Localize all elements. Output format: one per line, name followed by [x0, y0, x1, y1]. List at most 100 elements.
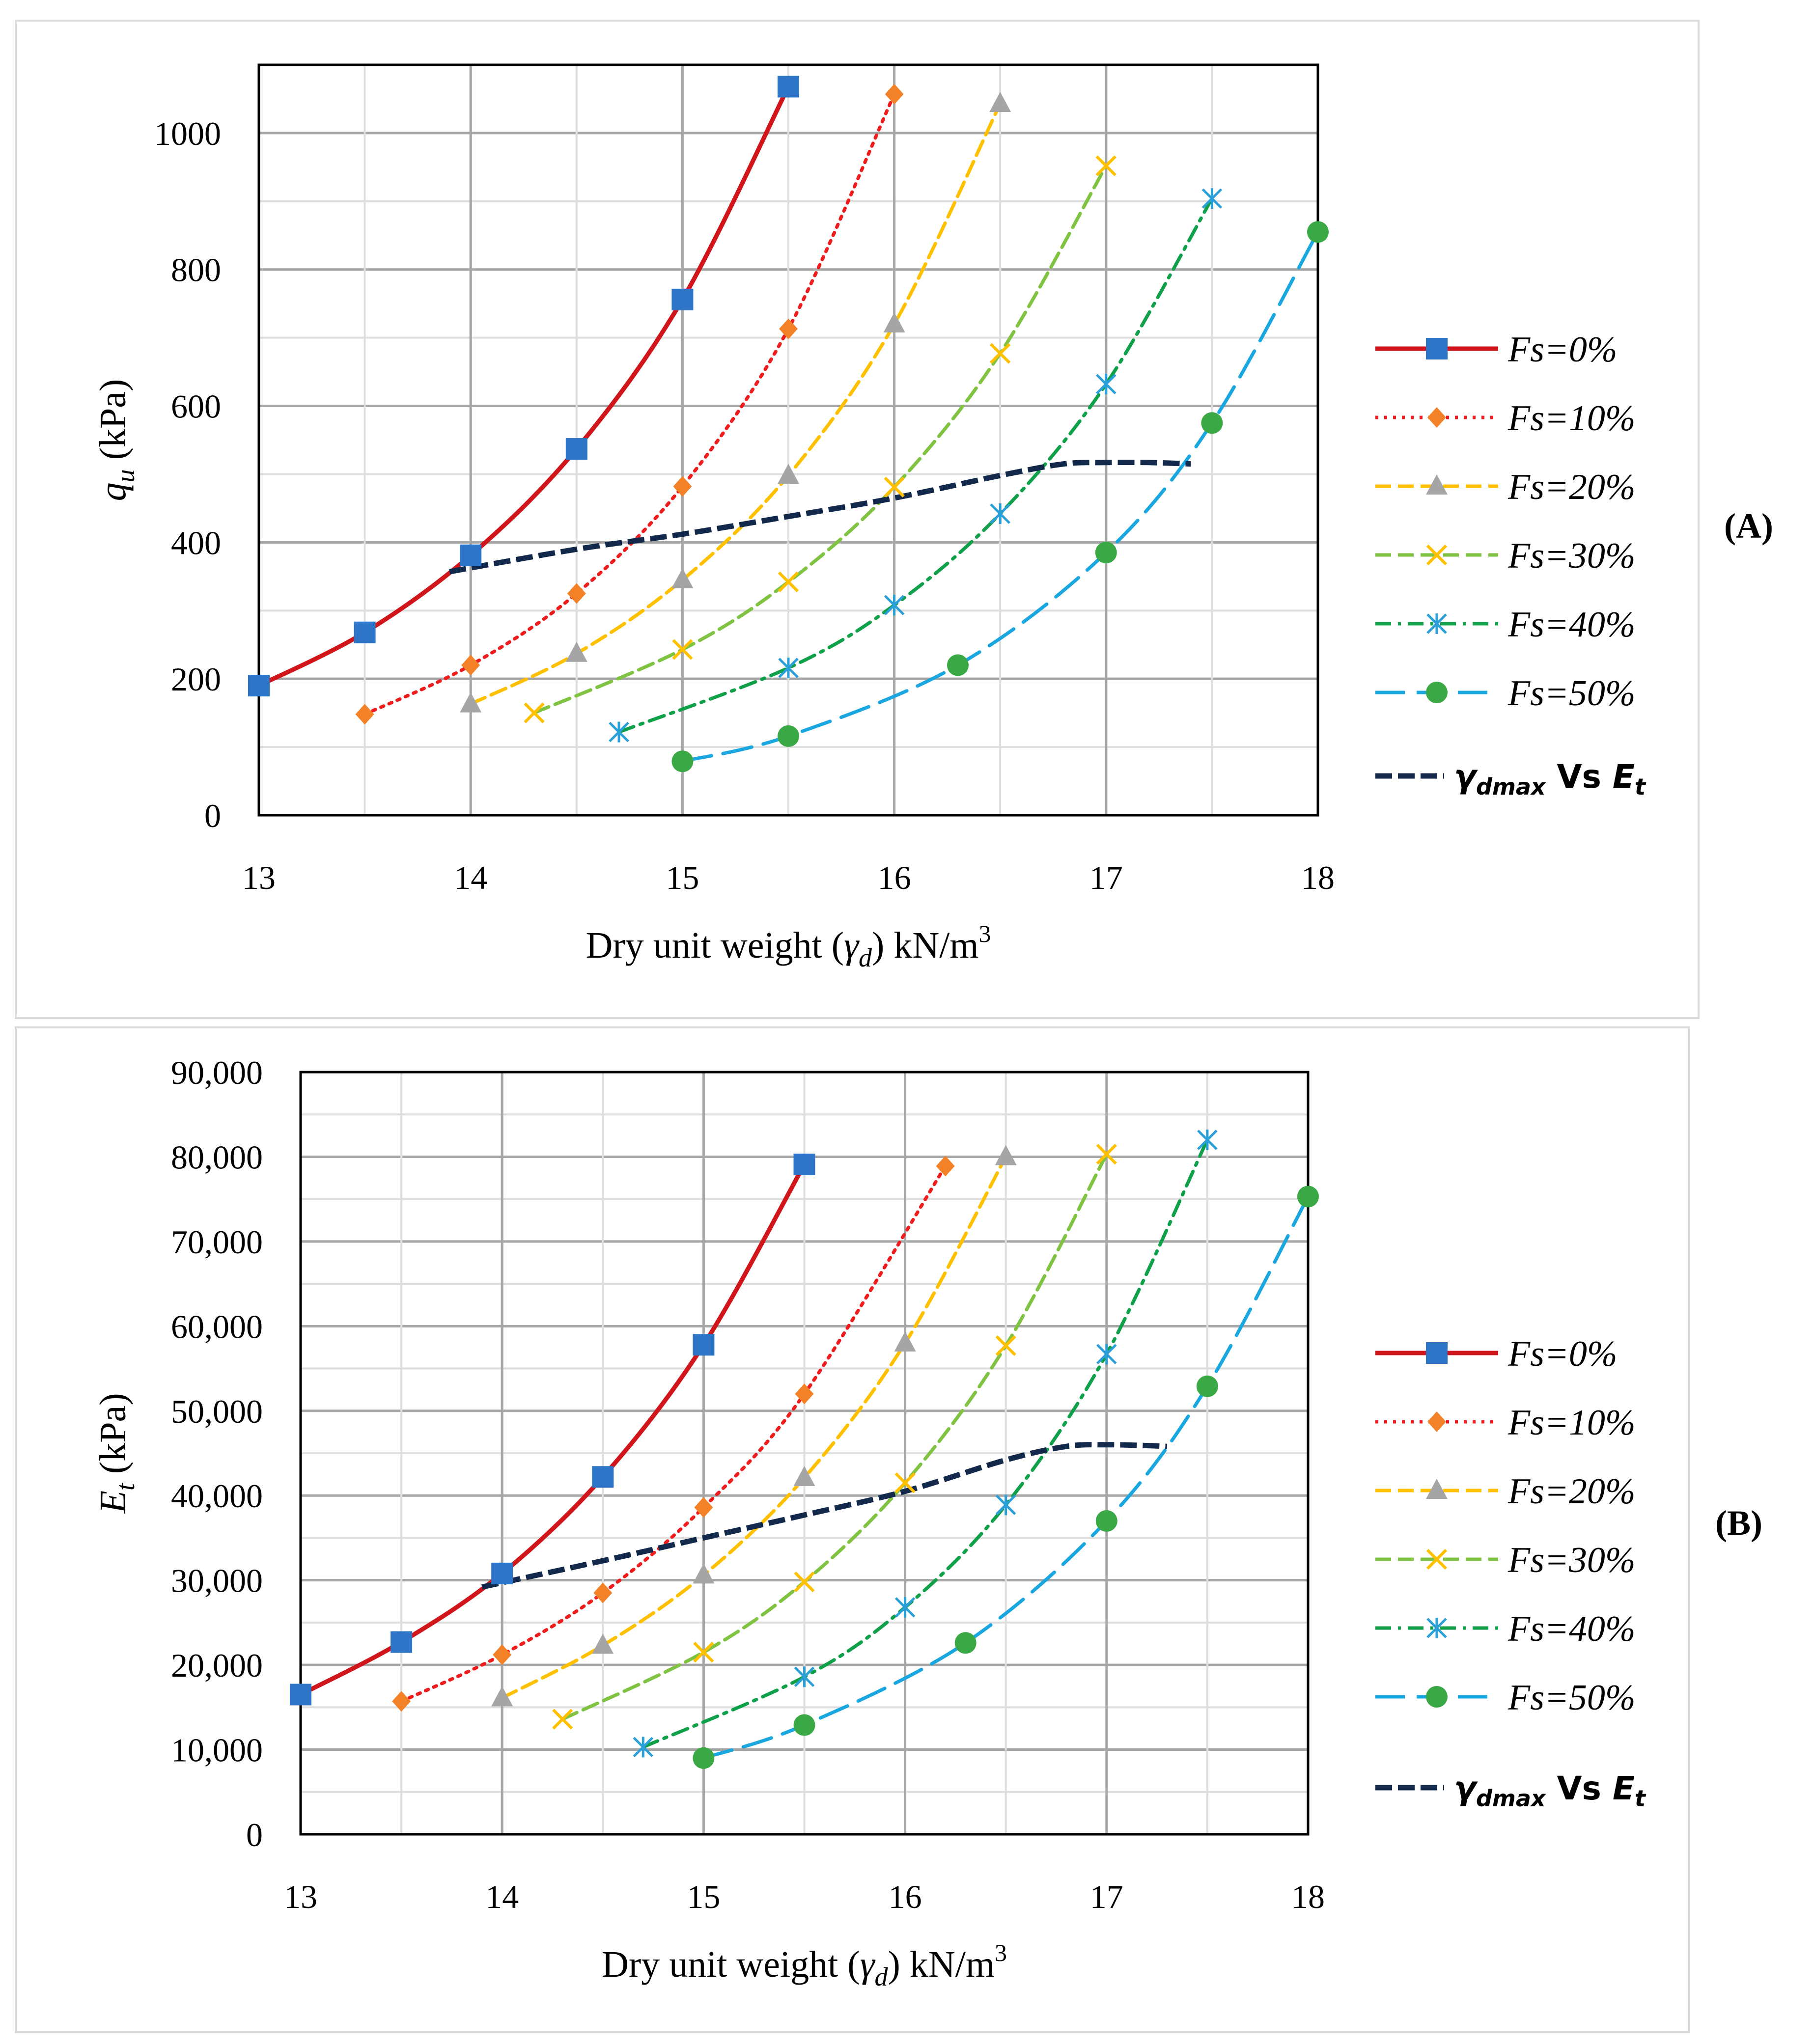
chart-a-trend-line	[449, 460, 1191, 575]
chart-a-point-fs0	[248, 675, 270, 697]
chart-b-y-tick-label: 10,000	[171, 1732, 263, 1769]
chart-a-point-fs50	[1095, 542, 1117, 564]
chart-b-x-tick-label: 13	[284, 1878, 317, 1915]
chart-a-point-fs50	[1201, 412, 1223, 434]
chart-b-point-fs10	[392, 1691, 411, 1712]
chart-b-legend-label-fs20: Fs=20%	[1507, 1471, 1636, 1512]
chart-a-point-fs20	[883, 312, 905, 332]
chart-b-point-fs40	[794, 1666, 815, 1687]
chart-b-y-tick-label: 20,000	[171, 1647, 263, 1684]
chart-a-point-fs20	[989, 92, 1011, 112]
chart-a-point-fs30	[524, 702, 545, 723]
chart-a-legend-marker-fs10	[1427, 407, 1446, 428]
chart-b-y-tick-label: 50,000	[171, 1393, 263, 1430]
chart-a-y-tick-label: 400	[171, 524, 221, 561]
chart-a-y-tick-label: 0	[204, 797, 221, 834]
chart-a-legend-marker-fs30	[1426, 544, 1448, 566]
chart-a-point-fs30	[672, 639, 693, 660]
chart-a-point-fs0	[671, 288, 694, 310]
chart-a-legend-label-fs30: Fs=30%	[1507, 536, 1636, 576]
chart-b-point-fs40	[633, 1737, 654, 1758]
chart-b-y-tick-label: 80,000	[171, 1138, 263, 1176]
chart-b-point-fs50	[1196, 1375, 1218, 1397]
chart-a-point-fs40	[778, 657, 799, 678]
chart-a-point-fs30	[778, 571, 799, 593]
chart-a-series-line-fs0	[256, 84, 791, 688]
chart-b-y-tick-label: 40,000	[171, 1477, 263, 1515]
chart-b-point-fs50	[693, 1747, 715, 1769]
chart-b-point-fs20	[592, 1633, 614, 1654]
chart-a-x-tick-label: 16	[878, 859, 911, 896]
chart-a-y-axis-title: qu (kPa)	[92, 379, 140, 501]
chart-b-point-fs40	[1197, 1129, 1218, 1150]
chart-a-series-line-fs30	[532, 164, 1108, 715]
chart-b-legend-label-fs10: Fs=10%	[1507, 1403, 1636, 1443]
chart-b-point-fs50	[793, 1714, 815, 1736]
chart-a-y-tick-label: 600	[171, 388, 221, 425]
chart-b-trend-line	[481, 1442, 1168, 1590]
chart-a-legend-marker-fs20	[1426, 474, 1448, 495]
chart-b-point-fs0	[290, 1684, 311, 1706]
chart-a-legend: Fs=0% Fs=10% Fs=20% Fs=30% Fs=40% Fs=50% γdmax…	[1375, 330, 1647, 800]
chart-b-y-tick-label: 30,000	[171, 1562, 263, 1600]
chart-b-point-fs20	[491, 1686, 513, 1707]
chart-a-x-tick-label: 17	[1089, 859, 1123, 896]
chart-b-x-tick-label: 15	[687, 1878, 720, 1915]
chart-b-series-line-fs0	[298, 1162, 807, 1697]
chart-a-legend-label-fs40: Fs=40%	[1507, 605, 1636, 645]
chart-a-point-fs30	[1095, 155, 1116, 176]
chart-b-point-fs30	[1096, 1144, 1117, 1165]
chart-b-legend-marker-fs30	[1426, 1548, 1448, 1570]
chart-b-point-fs0	[491, 1562, 513, 1584]
chart-a-point-fs20	[460, 692, 482, 713]
chart-a-point-fs40	[1096, 374, 1116, 395]
chart-b-point-fs40	[1096, 1344, 1117, 1365]
chart-a-point-fs10	[355, 704, 374, 725]
chart-a-gridlines	[259, 65, 1318, 815]
chart-a-point-fs0	[778, 76, 799, 98]
chart-b-legend-label-fs0: Fs=0%	[1507, 1334, 1618, 1374]
chart-b-point-fs0	[592, 1466, 614, 1488]
chart-a-point-fs10	[673, 476, 692, 497]
chart-a-point-fs50	[778, 725, 799, 747]
chart-b-point-fs0	[693, 1334, 715, 1356]
chart-b-y-tick-label: 60,000	[171, 1308, 263, 1345]
chart-b-y-tick-label: 90,000	[171, 1054, 263, 1091]
chart-a-legend-marker-fs40	[1426, 613, 1447, 634]
chart-b-legend-marker-fs50	[1426, 1686, 1448, 1708]
chart-a-legend-marker-fs0	[1426, 338, 1448, 359]
chart-b-x-tick-label: 18	[1291, 1878, 1325, 1915]
chart-a-point-fs0	[460, 544, 482, 566]
chart-a-legend-marker-fs50	[1426, 682, 1448, 703]
chart-b-legend-label-fs30: Fs=30%	[1507, 1540, 1636, 1580]
chart-a-point-fs20	[778, 464, 799, 484]
chart-b-series-line-fs30	[560, 1152, 1109, 1721]
chart-a-x-tick-label: 18	[1301, 859, 1335, 896]
chart-b-y-axis-title: Et (kPa)	[92, 1393, 140, 1514]
chart-b-point-fs50	[954, 1632, 977, 1654]
chart-a-plot-area	[257, 63, 1319, 817]
chart-b-legend-label-fs50: Fs=50%	[1507, 1678, 1636, 1718]
chart-b-x-tick-label: 16	[889, 1878, 922, 1915]
chart-b-x-tick-label: 17	[1090, 1878, 1123, 1915]
chart-b-point-fs30	[693, 1642, 714, 1663]
chart-b-point-fs50	[1095, 1510, 1117, 1532]
chart-a-x-tick-label: 15	[666, 859, 699, 896]
chart-b-legend-label-fs40: Fs=40%	[1507, 1609, 1636, 1649]
chart-a-point-fs40	[1201, 188, 1223, 209]
chart-b-y-tick-label: 70,000	[171, 1223, 263, 1261]
chart-b-y-tick-label: 0	[246, 1816, 263, 1853]
chart-b-legend-label-trend: γdmax Vs Et	[1454, 1769, 1647, 1812]
chart-b-point-fs0	[391, 1631, 413, 1653]
chart-a-point-fs50	[947, 654, 969, 676]
chart-b-point-fs20	[693, 1563, 715, 1584]
chart-b-point-fs30	[995, 1335, 1016, 1356]
chart-b-point-fs10	[493, 1644, 512, 1665]
chart-b-point-fs10	[795, 1383, 814, 1405]
chart-a-series-line-fs40	[617, 196, 1214, 734]
chart-a-point-fs10	[885, 83, 904, 105]
chart-b-x-tick-label: 14	[485, 1878, 519, 1915]
chart-b-point-fs20	[894, 1331, 916, 1352]
chart-b-legend-marker-fs20	[1426, 1479, 1448, 1499]
chart-a-x-tick-label: 13	[242, 859, 276, 896]
